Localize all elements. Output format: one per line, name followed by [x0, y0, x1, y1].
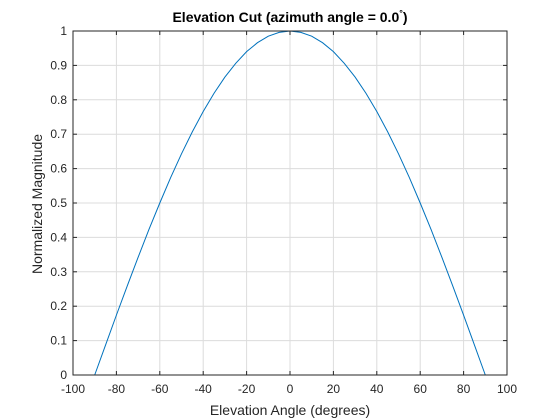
- chart-title-close: ): [403, 9, 408, 25]
- x-tick-label: -60: [151, 382, 169, 396]
- y-tick-label: 0.6: [50, 162, 67, 176]
- tick-marks: [72, 30, 508, 376]
- x-tick-label: -20: [238, 382, 256, 396]
- x-axis-label: Elevation Angle (degrees): [210, 402, 370, 418]
- y-tick-label: 0.4: [50, 230, 67, 244]
- y-tick-label: 0.2: [50, 299, 67, 313]
- y-tick-label: 0.3: [50, 265, 67, 279]
- x-tick-label: 0: [287, 382, 294, 396]
- y-tick-label: 0.9: [50, 58, 67, 72]
- chart-title-text: Elevation Cut (azimuth angle = 0.0: [172, 9, 399, 25]
- y-tick-label: 0.8: [50, 93, 67, 107]
- y-tick-label: 1: [60, 24, 67, 38]
- x-tick-label: -40: [195, 382, 213, 396]
- y-tick-label: 0.1: [50, 334, 67, 348]
- x-tick-label: 60: [414, 382, 428, 396]
- x-tick-label: 80: [457, 382, 471, 396]
- y-tick-label: 0.5: [50, 196, 67, 210]
- y-tick-label: 0: [60, 368, 67, 382]
- x-tick-labels: -100 -80 -60 -40 -20 0 20 40 60 80 100: [61, 382, 517, 396]
- chart-title: Elevation Cut (azimuth angle = 0.0°): [172, 8, 407, 25]
- x-tick-label: -80: [108, 382, 126, 396]
- chart-title-degree: °: [399, 8, 403, 18]
- x-tick-label: 100: [497, 382, 517, 396]
- x-tick-label: 20: [327, 382, 341, 396]
- y-tick-labels: 0 0.1 0.2 0.3 0.4 0.5 0.6 0.7 0.8 0.9 1: [50, 24, 67, 382]
- y-axis-label: Normalized Magnitude: [29, 134, 45, 274]
- x-tick-label: 40: [370, 382, 384, 396]
- x-tick-label: -100: [61, 382, 85, 396]
- y-tick-label: 0.7: [50, 127, 67, 141]
